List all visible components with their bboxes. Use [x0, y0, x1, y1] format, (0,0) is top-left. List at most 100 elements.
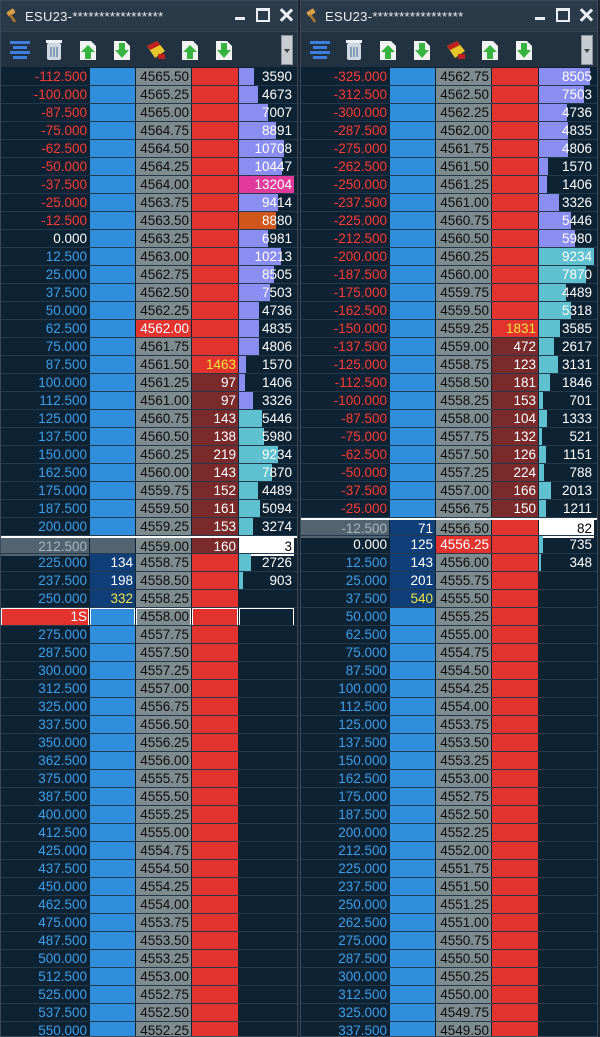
title-bar[interactable]: ESU23-*****************	[301, 1, 597, 31]
ask-cell[interactable]	[192, 824, 238, 842]
ask-cell[interactable]	[492, 230, 538, 248]
bid-cell[interactable]	[390, 194, 435, 212]
bid-cell[interactable]	[90, 932, 135, 950]
bid-cell[interactable]: 134	[90, 554, 135, 572]
ask-cell[interactable]	[192, 626, 238, 644]
bid-cell[interactable]	[390, 608, 435, 626]
ask-cell[interactable]	[492, 176, 538, 194]
bid-cell[interactable]	[90, 644, 135, 662]
ask-cell[interactable]	[492, 104, 538, 122]
bid-cell[interactable]	[90, 212, 135, 230]
ask-cell[interactable]	[192, 986, 238, 1004]
bid-cell[interactable]	[390, 860, 435, 878]
clear-orders-icon[interactable]	[443, 37, 469, 63]
ask-cell[interactable]	[192, 320, 238, 338]
ask-cell[interactable]: 153	[192, 518, 238, 536]
ask-cell[interactable]	[492, 266, 538, 284]
ask-cell[interactable]	[492, 806, 538, 824]
ask-cell[interactable]	[192, 230, 238, 248]
ask-cell[interactable]	[492, 968, 538, 986]
upload-icon[interactable]	[177, 37, 203, 63]
ask-cell[interactable]: 224	[492, 464, 538, 482]
recycle-bin-icon[interactable]	[41, 37, 67, 63]
bid-cell[interactable]	[90, 104, 135, 122]
ask-cell[interactable]: 1831	[492, 320, 538, 338]
bid-cell[interactable]	[390, 392, 435, 410]
bid-cell[interactable]	[390, 968, 435, 986]
ask-cell[interactable]	[192, 266, 238, 284]
bid-cell[interactable]	[90, 878, 135, 896]
ask-cell[interactable]	[492, 520, 538, 538]
bid-cell[interactable]	[90, 716, 135, 734]
download-icon[interactable]	[211, 37, 237, 63]
ask-cell[interactable]	[492, 572, 538, 590]
ask-cell[interactable]	[492, 698, 538, 716]
bid-cell[interactable]	[90, 896, 135, 914]
ask-cell[interactable]	[192, 212, 238, 230]
ask-cell[interactable]	[192, 194, 238, 212]
bid-cell[interactable]	[390, 446, 435, 464]
ask-cell[interactable]: 1463	[192, 356, 238, 374]
ask-cell[interactable]	[492, 194, 538, 212]
bid-cell[interactable]	[90, 680, 135, 698]
ask-cell[interactable]: 181	[492, 374, 538, 392]
ask-cell[interactable]: 123	[492, 356, 538, 374]
ask-cell[interactable]	[492, 86, 538, 104]
bid-cell[interactable]	[90, 338, 135, 356]
ask-cell[interactable]	[192, 734, 238, 752]
ask-cell[interactable]	[492, 554, 538, 572]
ask-cell[interactable]	[492, 950, 538, 968]
bid-cell[interactable]: 201	[390, 572, 435, 590]
bid-cell[interactable]	[90, 446, 135, 464]
bid-cell[interactable]	[390, 716, 435, 734]
bid-cell[interactable]	[390, 482, 435, 500]
bid-cell[interactable]	[90, 392, 135, 410]
ask-cell[interactable]: 472	[492, 338, 538, 356]
ask-cell[interactable]	[192, 680, 238, 698]
close-icon[interactable]	[279, 8, 293, 22]
bid-cell[interactable]	[90, 950, 135, 968]
bid-cell[interactable]	[90, 284, 135, 302]
ask-cell[interactable]	[492, 680, 538, 698]
ask-cell[interactable]: 143	[192, 464, 238, 482]
ask-cell[interactable]	[192, 914, 238, 932]
bid-cell[interactable]	[90, 752, 135, 770]
bid-cell[interactable]	[90, 608, 135, 626]
ask-cell[interactable]	[192, 896, 238, 914]
ask-cell[interactable]: 153	[492, 392, 538, 410]
ask-cell[interactable]	[192, 140, 238, 158]
bid-cell[interactable]	[390, 212, 435, 230]
ask-cell[interactable]: 160	[192, 538, 238, 556]
ask-cell[interactable]	[492, 608, 538, 626]
ask-cell[interactable]	[192, 554, 238, 572]
bid-cell[interactable]	[90, 428, 135, 446]
ask-cell[interactable]	[192, 806, 238, 824]
bid-cell[interactable]	[90, 248, 135, 266]
ask-cell[interactable]: 219	[192, 446, 238, 464]
ask-cell[interactable]: 97	[192, 392, 238, 410]
bid-cell[interactable]	[390, 176, 435, 194]
ask-cell[interactable]	[192, 932, 238, 950]
ask-cell[interactable]	[492, 878, 538, 896]
upload-icon[interactable]	[477, 37, 503, 63]
bid-cell[interactable]	[90, 158, 135, 176]
bid-cell[interactable]	[90, 86, 135, 104]
ask-cell[interactable]	[492, 914, 538, 932]
bid-cell[interactable]: 125	[390, 536, 435, 554]
ask-cell[interactable]	[492, 788, 538, 806]
bid-cell[interactable]	[90, 230, 135, 248]
bid-cell[interactable]	[90, 914, 135, 932]
center-ladder-icon[interactable]	[307, 37, 333, 63]
ask-cell[interactable]	[192, 122, 238, 140]
ask-cell[interactable]	[192, 662, 238, 680]
bid-cell[interactable]	[390, 86, 435, 104]
ask-cell[interactable]	[492, 1022, 538, 1036]
bid-cell[interactable]	[390, 158, 435, 176]
bid-cell[interactable]	[390, 464, 435, 482]
ask-cell[interactable]	[192, 158, 238, 176]
bid-cell[interactable]: 540	[390, 590, 435, 608]
bid-cell[interactable]	[90, 806, 135, 824]
ask-cell[interactable]	[492, 824, 538, 842]
ask-cell[interactable]	[492, 932, 538, 950]
ask-cell[interactable]	[192, 284, 238, 302]
